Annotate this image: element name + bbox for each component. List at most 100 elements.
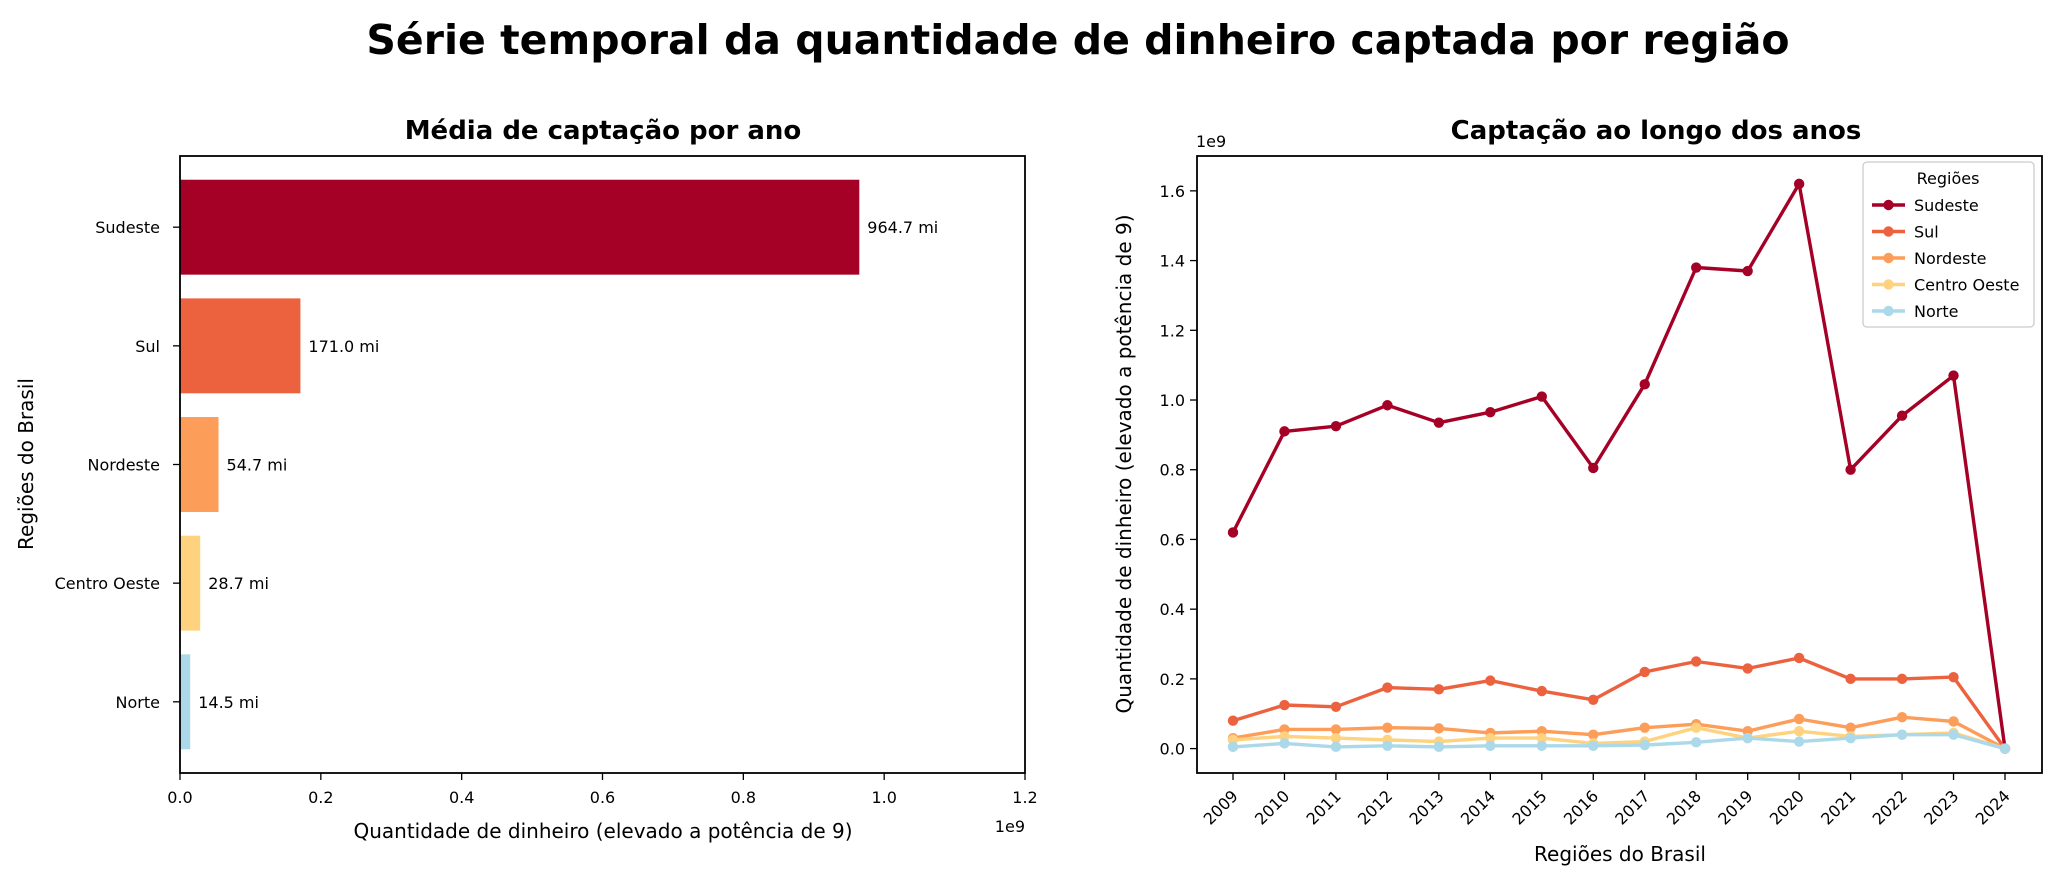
point-centro-oeste-2011 (1330, 732, 1342, 744)
point-sudeste-2013 (1433, 417, 1445, 428)
xtick-label-2017: 2017 (1611, 786, 1653, 828)
legend-title: Regiões (1917, 169, 1980, 188)
point-nordeste-2022 (1896, 712, 1908, 723)
xtick-label-2018: 2018 (1663, 786, 1705, 828)
point-sul-2009 (1227, 715, 1239, 726)
xtick-label: 1.2 (1012, 788, 1037, 807)
series-line-nordeste (1231, 715, 2007, 751)
point-norte-2010 (1279, 738, 1290, 749)
legend-marker-nordeste (1883, 252, 1894, 264)
ytick-label-nordeste: Nordeste (87, 456, 160, 475)
point-norte-2012 (1382, 740, 1393, 752)
point-sudeste-2020 (1793, 178, 1805, 190)
xtick-label: 1.0 (871, 788, 896, 807)
ytick-label-sul: Sul (135, 337, 160, 356)
xtick-label-2012: 2012 (1354, 786, 1396, 828)
point-sudeste-2021 (1845, 464, 1856, 475)
point-sul-2015 (1536, 685, 1548, 697)
line-chart-frame (1196, 155, 2043, 774)
point-sudeste-2017 (1639, 379, 1650, 390)
point-norte-2019 (1742, 732, 1753, 744)
bar-chart-panel: Média de captação por ano 964.7 mi 171.0 … (14, 116, 1038, 843)
point-sudeste-2015 (1536, 391, 1548, 402)
point-norte-2014 (1485, 740, 1496, 752)
point-norte-2021 (1845, 732, 1856, 744)
ytick-label: 1.6 (1160, 182, 1185, 201)
ytick-label: 0.0 (1160, 740, 1185, 759)
bar-chart-ticks: Sudeste Sul Nordeste Centro Oeste Norte 0.0 0.… (55, 218, 1038, 807)
point-centro-oeste-2014 (1485, 732, 1496, 744)
point-centro-oeste-2020 (1793, 725, 1805, 737)
point-nordeste-2017 (1639, 722, 1650, 733)
point-sul-2016 (1588, 694, 1599, 705)
xtick-label: 0.0 (167, 788, 192, 807)
point-sudeste-2022 (1896, 410, 1908, 421)
bar-nordeste (180, 417, 219, 512)
point-sul-2012 (1382, 682, 1393, 693)
point-norte-2017 (1639, 739, 1650, 751)
point-sudeste-2016 (1588, 462, 1599, 474)
point-norte-2024 (1999, 743, 2011, 754)
point-sul-2013 (1433, 684, 1445, 695)
point-norte-2022 (1896, 729, 1908, 740)
legend-marker-sudeste (1883, 199, 1894, 211)
point-sudeste-2018 (1691, 262, 1702, 273)
legend-label-nordeste: Nordeste (1914, 249, 1987, 268)
point-sul-2011 (1330, 701, 1342, 712)
series-centro-oeste (1227, 722, 2011, 754)
xtick-label: 0.2 (308, 788, 333, 807)
point-norte-2009 (1227, 741, 1239, 753)
bar-chart-offset-label: 1e9 (995, 817, 1025, 836)
xtick-label-2013: 2013 (1405, 786, 1447, 828)
series-line-sul (1231, 656, 2007, 751)
point-sudeste-2011 (1330, 420, 1342, 432)
data-label-sudeste: 964.7 mi (867, 218, 938, 237)
line-chart-legend: Regiões Sudeste Sul Nordeste Centro Oeste No… (1862, 161, 2035, 328)
figure-title: Série temporal da quantidade de dinheiro… (366, 16, 1789, 64)
ytick-label: 1.2 (1160, 321, 1185, 340)
xtick-label-2016: 2016 (1560, 786, 1602, 828)
point-sudeste-2019 (1742, 265, 1753, 277)
point-sudeste-2012 (1382, 400, 1393, 411)
point-sudeste-2023 (1948, 370, 1959, 381)
point-sul-2021 (1845, 673, 1856, 685)
point-norte-2020 (1793, 736, 1805, 747)
point-sul-2019 (1742, 663, 1753, 674)
ytick-label: 0.4 (1160, 600, 1185, 619)
ytick-label: 1.4 (1160, 252, 1185, 271)
bar-chart-bars: 964.7 mi 171.0 mi 54.7 mi 28.7 mi 14.5 mi (180, 179, 938, 750)
legend-box (1862, 161, 2035, 328)
xtick-label: 0.8 (731, 788, 756, 807)
point-sul-2017 (1639, 666, 1650, 678)
xtick-label-2020: 2020 (1766, 786, 1808, 828)
data-label-centro-oeste: 28.7 mi (208, 574, 269, 593)
legend-marker-norte (1883, 305, 1894, 317)
line-chart-offset-label: 1e9 (1196, 132, 1226, 151)
point-sul-2020 (1793, 652, 1805, 664)
point-sul-2023 (1948, 671, 1959, 683)
line-chart-xlabel: Regiões do Brasil (1534, 842, 1706, 866)
legend-marker-centro-oeste (1883, 279, 1894, 290)
xtick-label: 0.4 (449, 788, 474, 807)
ytick-label-norte: Norte (116, 693, 160, 712)
bar-sudeste (180, 179, 860, 275)
xtick-label-2023: 2023 (1920, 786, 1962, 828)
line-chart-panel: Captação ao longo dos anos 0.0 0.2 0.4 0.6 0… (1112, 116, 2043, 866)
point-nordeste-2011 (1330, 724, 1342, 735)
xtick-label-2024: 2024 (1972, 786, 2014, 828)
point-sudeste-2010 (1279, 426, 1290, 437)
point-norte-2018 (1691, 737, 1702, 748)
legend-label-centro-oeste: Centro Oeste (1914, 276, 2019, 295)
bar-chart-xlabel: Quantidade de dinheiro (elevado a potênc… (353, 819, 852, 843)
line-chart-ylabel: Quantidade de dinheiro (elevado a potênc… (1112, 214, 1136, 713)
series-line-sudeste (1231, 182, 2007, 751)
point-sul-2018 (1691, 656, 1702, 667)
legend-label-sul: Sul (1914, 223, 1939, 242)
point-centro-oeste-2015 (1536, 732, 1548, 744)
xtick-label-2014: 2014 (1457, 786, 1499, 828)
ytick-label-sudeste: Sudeste (95, 218, 160, 237)
ytick-label: 0.6 (1160, 530, 1185, 549)
xtick-label-2022: 2022 (1869, 786, 1911, 828)
ytick-label: 0.8 (1160, 461, 1185, 480)
